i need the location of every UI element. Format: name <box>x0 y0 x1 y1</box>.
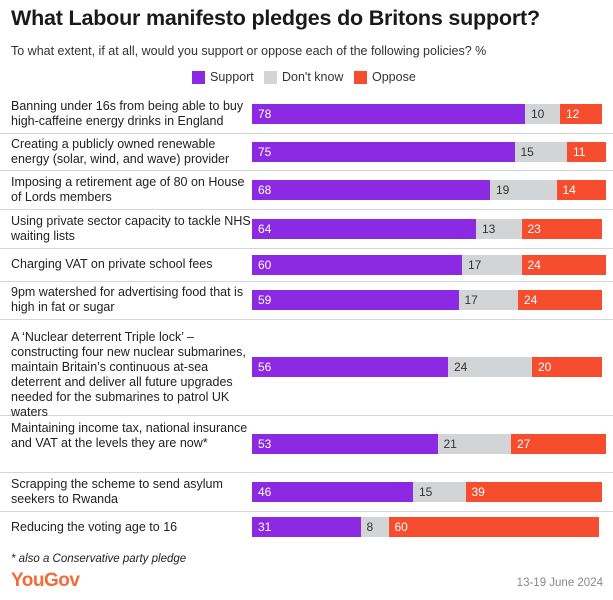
bar-segment-dont-know <box>360 517 389 537</box>
data-label-dont-know: 17 <box>468 257 482 272</box>
row-separator <box>0 415 613 416</box>
legend-label-dont-know: Don't know <box>282 70 344 84</box>
row-separator <box>0 133 613 134</box>
bar-segment-support <box>252 104 525 124</box>
data-label-oppose: 20 <box>538 360 552 374</box>
survey-date: 13-19 June 2024 <box>516 577 603 589</box>
data-label-support: 53 <box>258 436 272 451</box>
legend-item-support: Support <box>192 70 254 84</box>
category-label: Using private sector capacity to tackle … <box>11 213 251 243</box>
data-label-oppose: 27 <box>517 436 531 451</box>
bar-segment-support <box>252 357 448 377</box>
legend: Support Don't know Oppose <box>0 70 613 86</box>
bar-segment-oppose <box>556 179 606 200</box>
legend-item-oppose: Oppose <box>354 70 416 84</box>
bar-segment-dont-know <box>458 290 518 310</box>
data-label-dont-know: 19 <box>496 182 510 197</box>
data-label-dont-know: 17 <box>464 293 478 307</box>
data-label-support: 59 <box>258 293 272 307</box>
category-label: Maintaining income tax, national insuran… <box>11 421 248 450</box>
bar-segment-dont-know <box>476 218 522 239</box>
legend-swatch-support <box>192 70 205 84</box>
data-label-oppose: 23 <box>527 221 541 236</box>
data-label-oppose: 39 <box>471 484 485 499</box>
data-label-oppose: 24 <box>527 257 541 272</box>
bar-segment-support <box>252 179 490 200</box>
category-label: Imposing a retirement age of 80 on House… <box>11 174 245 204</box>
chart-subtitle: To what extent, if at all, would you sup… <box>11 44 487 58</box>
data-label-oppose: 14 <box>562 182 576 197</box>
yougov-logo: YouGov <box>11 570 80 591</box>
legend-item-dont-know: Don't know <box>264 70 343 84</box>
data-label-dont-know: 15 <box>520 144 534 159</box>
bar-segment-oppose <box>521 254 606 275</box>
category-label: Charging VAT on private school fees <box>11 257 213 271</box>
category-label: Banning under 16s from being able to buy… <box>11 99 244 128</box>
category-label: Reducing the voting age to 16 <box>11 519 178 534</box>
data-label-dont-know: 21 <box>443 436 457 451</box>
bar-segment-dont-know <box>448 357 532 377</box>
data-label-oppose: 60 <box>394 520 408 534</box>
bar-segment-support <box>252 290 459 310</box>
bar-segment-dont-know <box>525 104 560 124</box>
category-label: A ‘Nuclear deterrent Triple lock’ – cons… <box>11 329 246 419</box>
data-label-dont-know: 24 <box>454 360 468 374</box>
bar-segment-oppose <box>511 433 606 454</box>
bar-segment-oppose <box>567 141 606 162</box>
category-label: Creating a publicly owned renewable ener… <box>11 136 230 166</box>
row-separator <box>0 319 613 320</box>
row-separator <box>0 511 613 512</box>
bar-segment-support <box>252 517 361 537</box>
legend-label-oppose: Oppose <box>372 70 416 84</box>
data-label-support: 60 <box>258 257 272 272</box>
data-label-dont-know: 8 <box>366 520 374 534</box>
row-separator <box>0 472 613 473</box>
row-separator <box>0 248 613 249</box>
legend-label-support: Support <box>210 70 254 84</box>
data-label-support: 31 <box>258 520 272 534</box>
bar-segment-oppose <box>521 218 602 239</box>
category-label: Scrapping the scheme to send asylum seek… <box>11 476 223 506</box>
stacked-bar-chart: Banning under 16s from being able to buy… <box>0 95 613 545</box>
bar-segment-support <box>252 218 476 239</box>
bar-segment-dont-know <box>413 481 466 502</box>
row-separator <box>0 170 613 171</box>
category-label: 9pm watershed for advertising food that … <box>11 285 244 314</box>
bar-segment-dont-know <box>490 179 557 200</box>
bar-segment-dont-know <box>437 433 511 454</box>
bar-segment-dont-know <box>462 254 522 275</box>
bar-segment-support <box>252 141 515 162</box>
bar-segment-support <box>252 254 462 275</box>
bar-segment-oppose <box>532 357 602 377</box>
data-label-dont-know: 13 <box>482 221 496 236</box>
data-label-support: 75 <box>258 144 272 159</box>
bar-segment-oppose <box>465 481 602 502</box>
bar-segment-oppose <box>560 104 602 124</box>
bar-segment-oppose <box>388 517 599 537</box>
data-label-support: 78 <box>258 107 272 121</box>
bar-segment-support <box>252 481 413 502</box>
data-label-support: 56 <box>258 360 272 374</box>
bar-segment-dont-know <box>514 141 567 162</box>
data-label-support: 46 <box>258 484 272 499</box>
bar-segment-support <box>252 433 438 454</box>
row-separator <box>0 281 613 282</box>
data-label-oppose: 12 <box>566 107 580 121</box>
data-label-dont-know: 15 <box>419 484 433 499</box>
chart-title: What Labour manifesto pledges do Britons… <box>11 6 540 30</box>
footnote: * also a Conservative party pledge <box>11 553 187 565</box>
data-label-oppose: 11 <box>573 144 586 159</box>
data-label-dont-know: 10 <box>531 107 545 121</box>
legend-swatch-dont-know <box>264 70 277 84</box>
data-label-support: 68 <box>258 182 272 197</box>
bar-segment-oppose <box>518 290 602 310</box>
data-label-oppose: 24 <box>524 293 538 307</box>
legend-swatch-oppose <box>354 70 367 84</box>
data-label-support: 64 <box>258 221 272 236</box>
row-separator <box>0 209 613 210</box>
